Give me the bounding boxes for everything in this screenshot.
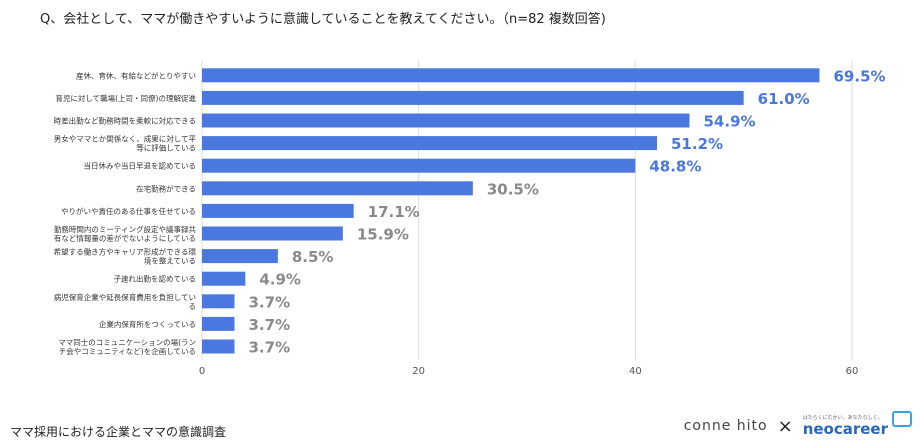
category-label: チ会やコミュニティなど)を企画している (59, 346, 196, 356)
neocareer-tagline: はたらくにむかい、あなたらしく。 (802, 415, 883, 421)
category-label: 育児に対して職場(上司・同僚)の理解促進 (55, 93, 196, 103)
category-label: 境を整えている (144, 256, 196, 266)
logo-separator: × (777, 415, 793, 437)
value-label: 3.7% (249, 316, 291, 334)
bar-chart: 産休、育休、有給などがとりやすい育児に対して職場(上司・同僚)の理解促進時差出勤… (54, 60, 886, 377)
logos: conne hito × はたらくにむかい、あなたらしく。 neocareer (684, 410, 912, 442)
value-label: 54.9% (704, 113, 756, 131)
bar (202, 339, 235, 354)
bar (202, 226, 343, 241)
neocareer-wordmark: neocareer (802, 420, 888, 438)
category-label: 子連れ出勤を認めている (114, 274, 197, 284)
category-label: 希望する働き方やキャリア形成ができる環 (54, 247, 197, 257)
category-label: 時差出勤など勤務時間を柔軟に対応できる (54, 116, 196, 126)
bar (202, 68, 820, 83)
speech-bubble-icon (892, 411, 912, 427)
value-label: 15.9% (357, 226, 409, 244)
category-label: 企業内保育所をつくっている (99, 319, 196, 329)
value-label: 17.1% (368, 203, 420, 221)
neocareer-logo: はたらくにむかい、あなたらしく。 neocareer (803, 415, 888, 437)
x-tick-label: 40 (629, 366, 642, 377)
bar (202, 316, 235, 331)
value-label: 51.2% (671, 135, 723, 153)
bar (202, 136, 657, 151)
value-labels: 69.5% 61.0%54.9% 51.2% 48.8% 30.5% 17.1% 15.9%… (249, 67, 886, 356)
bar (202, 158, 636, 173)
bars (202, 68, 820, 354)
value-label: 3.7% (249, 293, 291, 311)
category-label: 勤務時間内のミーティング設定や議事録共 (54, 224, 197, 234)
category-label: 産休、育休、有給などがとりやすい (76, 70, 196, 80)
category-label: る (189, 302, 197, 311)
x-tick-label: 60 (846, 366, 859, 377)
question-text: Q、会社として、ママが働きやすいように意識していることを教えてください。（n=8… (40, 12, 606, 27)
bar (202, 271, 246, 286)
category-label: 等に評価している (136, 143, 196, 153)
value-label: 3.7% (249, 339, 291, 357)
bar (202, 294, 235, 309)
x-tick-label: 0 (199, 366, 205, 377)
category-label: ママ同士のコミュニケーションの場(ラン (58, 337, 196, 347)
bar (202, 90, 744, 105)
bar (202, 249, 278, 264)
value-label: 8.5% (292, 248, 334, 266)
category-label: やりがいや責任のある仕事を任せている (61, 206, 196, 216)
value-label: 30.5% (487, 180, 539, 198)
category-label: 当日休みや当日早退を認めている (84, 161, 197, 171)
bar (202, 203, 354, 218)
category-labels: 産休、育休、有給などがとりやすい育児に対して職場(上司・同僚)の理解促進時差出勤… (54, 70, 197, 356)
survey-title: ママ採用における企業とママの意識調査 (10, 425, 227, 439)
x-tick-label: 20 (412, 366, 425, 377)
value-label: 4.9% (259, 271, 301, 289)
category-label: 男女やママとか関係なく、成果に対して平 (54, 134, 197, 144)
value-label: 48.8% (649, 158, 701, 176)
category-label: 在宅勤務ができる (136, 183, 196, 193)
category-label: 有など情報量の差がでないようにしている (54, 233, 196, 243)
connehito-logo: conne hito (683, 418, 768, 434)
x-axis-ticks: 0 20 40 60 (199, 366, 859, 377)
value-label: 69.5% (834, 67, 886, 85)
value-label: 61.0% (758, 90, 810, 108)
bar (202, 181, 473, 196)
bar (202, 113, 690, 128)
category-label: 病児保育企業や延長保育費用を負担してい (54, 292, 196, 302)
